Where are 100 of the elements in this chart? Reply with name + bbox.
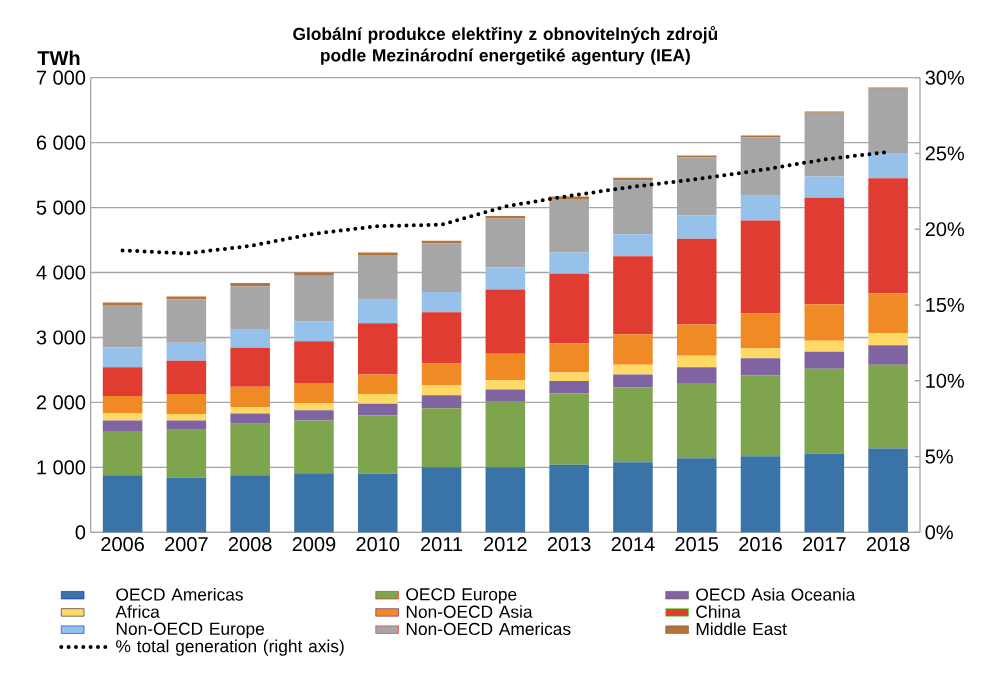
bar	[676, 382, 717, 459]
y-tick-label: 0	[75, 525, 86, 540]
bar	[102, 413, 143, 421]
x-tick-label: 2017	[803, 537, 846, 552]
bar	[804, 112, 845, 177]
bar	[613, 256, 653, 335]
y2-tick-label: 25%	[925, 146, 965, 161]
bar	[230, 347, 270, 387]
bar	[868, 333, 908, 346]
bar	[421, 408, 462, 468]
chart-title: Globální produkce elektřiny z obnovitelných zdrojů podle Mezinárodní energetiké agentury (IEA)	[293, 26, 718, 65]
bar	[357, 403, 398, 416]
bar	[868, 364, 908, 449]
bar	[294, 275, 334, 322]
bar	[485, 216, 526, 219]
legend-label: OECD Americas	[116, 587, 243, 601]
bar	[804, 176, 845, 198]
bar	[549, 252, 589, 274]
y2-tick-label: 30%	[925, 70, 965, 85]
y-axis-title: TWh	[37, 50, 80, 65]
legend-label: Africa	[115, 605, 160, 618]
bar	[357, 254, 398, 300]
bar	[549, 380, 589, 394]
legend-label: China	[696, 605, 741, 618]
bar	[166, 414, 207, 421]
bar	[676, 215, 717, 239]
bar	[613, 334, 653, 365]
x-tick-label: 2009	[292, 537, 336, 552]
x-tick-label: 2016	[739, 537, 782, 552]
y-tick-label: 4 000	[36, 265, 86, 280]
bar	[804, 197, 845, 305]
x-tick-label: 2011	[421, 537, 463, 552]
bar	[676, 367, 717, 383]
bar	[421, 467, 462, 533]
bar	[357, 374, 398, 394]
bar	[549, 273, 589, 344]
bar	[294, 272, 334, 276]
bar	[676, 324, 717, 356]
bar	[230, 386, 270, 407]
x-tick-label: 2013	[547, 537, 591, 552]
bar	[740, 348, 781, 359]
y2-tick-label: 5%	[925, 449, 953, 464]
legend-label: Non-OECD Americas	[406, 622, 571, 636]
bar	[294, 341, 334, 383]
bar	[166, 360, 207, 394]
bar	[102, 302, 143, 305]
bar	[549, 343, 589, 373]
bar	[868, 178, 908, 294]
bar	[804, 340, 845, 352]
bar	[804, 453, 845, 533]
bar	[294, 321, 334, 342]
bar	[357, 473, 398, 533]
bar	[230, 413, 270, 424]
bar	[166, 342, 207, 361]
bar	[230, 406, 270, 414]
bar	[740, 313, 781, 349]
bar	[102, 367, 143, 396]
legend-label: Non-OECD Asia	[406, 605, 533, 618]
bar	[613, 364, 653, 375]
bar	[102, 347, 143, 368]
bar	[294, 382, 334, 404]
bar	[102, 304, 143, 348]
bar	[740, 456, 781, 533]
y2-tick-label: 0%	[925, 525, 953, 540]
bar	[485, 353, 526, 381]
bar	[613, 387, 653, 463]
bar	[549, 464, 589, 533]
bar	[357, 415, 398, 474]
bar	[804, 351, 845, 369]
y-tick-label: 2 000	[36, 395, 86, 410]
bar	[294, 420, 334, 474]
y-tick-label: 6 000	[36, 135, 86, 150]
legend-label: OECD Europe	[406, 588, 517, 604]
x-tick-label: 2006	[101, 537, 144, 552]
bar	[804, 368, 845, 454]
x-tick-label: 2010	[356, 537, 400, 552]
bar	[102, 420, 143, 431]
bar	[421, 312, 462, 364]
bar	[102, 395, 143, 414]
y-tick-label: 5 000	[36, 200, 86, 215]
y2-tick-label: 20%	[925, 222, 965, 237]
bar	[166, 477, 207, 533]
bar	[485, 389, 526, 402]
bar	[740, 195, 781, 221]
bar	[357, 299, 398, 324]
bar	[549, 372, 589, 381]
bar	[230, 282, 270, 287]
bar	[549, 199, 589, 253]
bar	[613, 462, 653, 533]
bar	[102, 475, 143, 533]
y-tick-label: 7 000	[36, 70, 86, 85]
bar	[230, 475, 270, 533]
bar	[485, 380, 526, 390]
bar	[102, 430, 143, 476]
bar	[549, 393, 589, 465]
x-tick-label: 2015	[675, 537, 719, 552]
bar	[740, 375, 781, 457]
bar	[740, 358, 781, 376]
bar	[868, 345, 908, 365]
legend-label: % total generation (right axis)	[116, 639, 344, 656]
